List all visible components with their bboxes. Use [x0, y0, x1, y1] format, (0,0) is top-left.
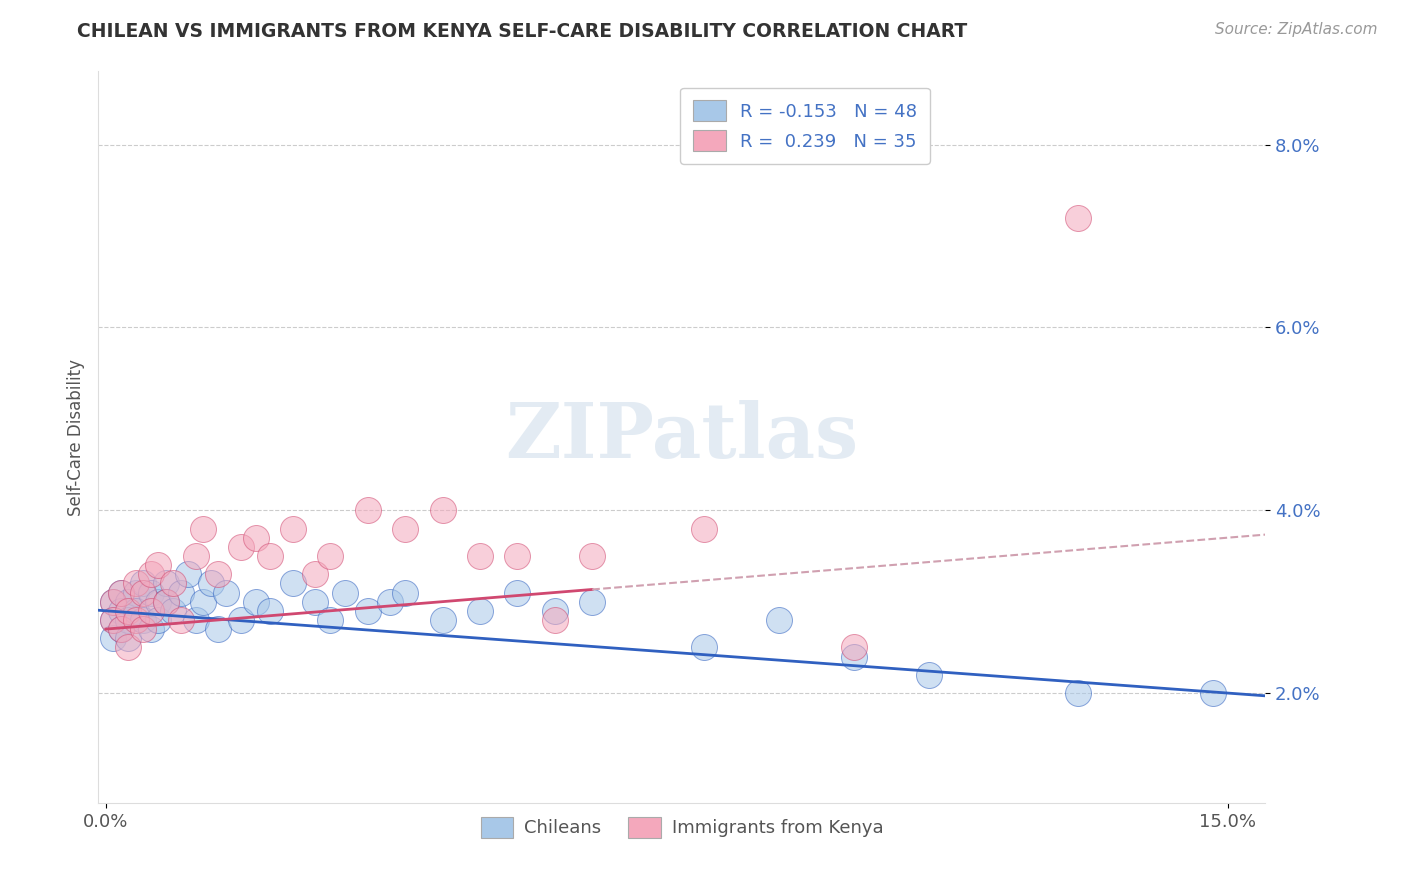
Point	[110, 622, 132, 636]
Point	[357, 604, 380, 618]
Point	[380, 594, 402, 608]
Y-axis label: Self-Care Disability: Self-Care Disability	[66, 359, 84, 516]
Point	[768, 613, 790, 627]
Point	[117, 640, 139, 655]
Point	[117, 594, 139, 608]
Point	[319, 549, 342, 563]
Text: CHILEAN VS IMMIGRANTS FROM KENYA SELF-CARE DISABILITY CORRELATION CHART: CHILEAN VS IMMIGRANTS FROM KENYA SELF-CA…	[77, 22, 967, 41]
Point	[506, 549, 529, 563]
Point	[103, 613, 125, 627]
Point	[544, 604, 567, 618]
Point	[693, 640, 716, 655]
Point	[110, 604, 132, 618]
Point	[148, 594, 170, 608]
Point	[170, 585, 193, 599]
Text: ZIPatlas: ZIPatlas	[505, 401, 859, 474]
Point	[544, 613, 567, 627]
Point	[103, 594, 125, 608]
Point	[259, 549, 281, 563]
Text: Source: ZipAtlas.com: Source: ZipAtlas.com	[1215, 22, 1378, 37]
Point	[110, 622, 132, 636]
Point	[468, 549, 491, 563]
Point	[162, 604, 184, 618]
Point	[125, 613, 148, 627]
Point	[214, 585, 236, 599]
Point	[162, 576, 184, 591]
Point	[132, 585, 155, 599]
Point	[245, 594, 267, 608]
Point	[132, 622, 155, 636]
Point	[281, 521, 304, 535]
Point	[229, 540, 252, 554]
Point	[132, 576, 155, 591]
Point	[103, 613, 125, 627]
Point	[139, 567, 162, 582]
Point	[139, 604, 162, 618]
Point	[200, 576, 222, 591]
Point	[184, 549, 207, 563]
Point	[245, 531, 267, 545]
Point	[139, 585, 162, 599]
Point	[229, 613, 252, 627]
Point	[125, 585, 148, 599]
Point	[304, 567, 326, 582]
Point	[842, 640, 865, 655]
Point	[506, 585, 529, 599]
Point	[139, 622, 162, 636]
Point	[110, 585, 132, 599]
Point	[394, 521, 416, 535]
Legend: Chileans, Immigrants from Kenya: Chileans, Immigrants from Kenya	[474, 810, 890, 845]
Point	[468, 604, 491, 618]
Point	[117, 604, 139, 618]
Point	[304, 594, 326, 608]
Point	[432, 613, 454, 627]
Point	[155, 576, 177, 591]
Point	[148, 558, 170, 573]
Point	[1067, 211, 1090, 225]
Point	[191, 594, 214, 608]
Point	[103, 594, 125, 608]
Point	[207, 567, 229, 582]
Point	[581, 549, 603, 563]
Point	[155, 594, 177, 608]
Point	[117, 632, 139, 646]
Point	[177, 567, 200, 582]
Point	[693, 521, 716, 535]
Point	[335, 585, 357, 599]
Point	[103, 632, 125, 646]
Point	[117, 613, 139, 627]
Point	[259, 604, 281, 618]
Point	[125, 576, 148, 591]
Point	[918, 667, 941, 682]
Point	[207, 622, 229, 636]
Point	[394, 585, 416, 599]
Point	[842, 649, 865, 664]
Point	[148, 613, 170, 627]
Point	[125, 604, 148, 618]
Point	[1202, 686, 1225, 700]
Point	[281, 576, 304, 591]
Point	[432, 503, 454, 517]
Point	[155, 594, 177, 608]
Point	[132, 613, 155, 627]
Point	[581, 594, 603, 608]
Point	[184, 613, 207, 627]
Point	[357, 503, 380, 517]
Point	[110, 585, 132, 599]
Point	[319, 613, 342, 627]
Point	[1067, 686, 1090, 700]
Point	[170, 613, 193, 627]
Point	[191, 521, 214, 535]
